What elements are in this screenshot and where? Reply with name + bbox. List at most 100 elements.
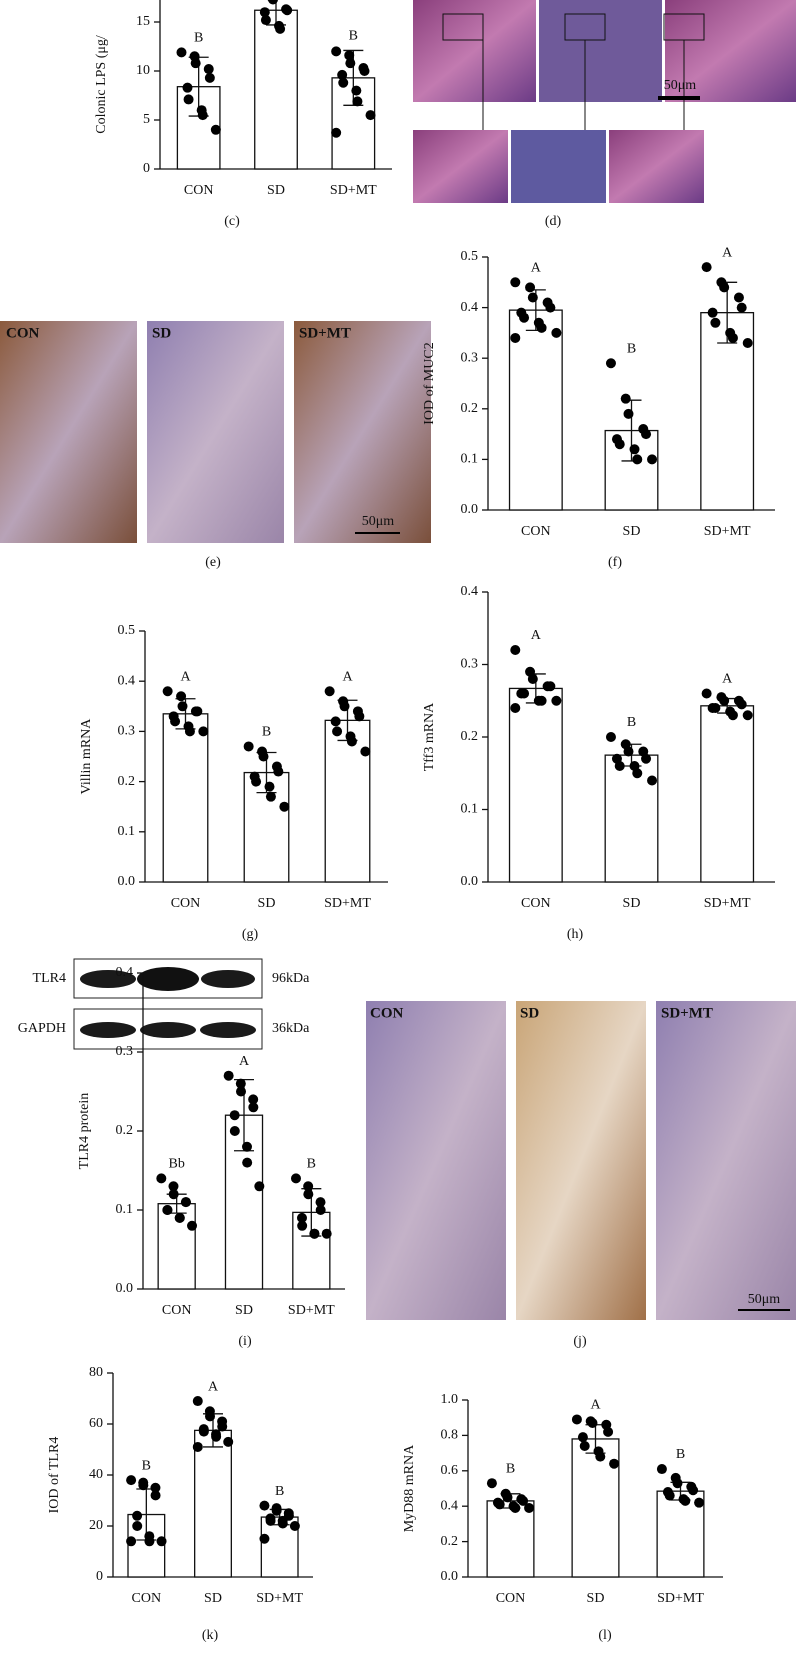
data-point [694,1497,705,1508]
data-point [192,1396,203,1407]
data-point [719,695,730,706]
data-point [273,766,284,777]
data-point [242,1157,253,1168]
data-point [494,1499,505,1510]
data-point [603,1426,614,1437]
data-point [736,302,747,313]
data-point [156,1173,167,1184]
data-point [545,302,556,313]
data-point [707,307,718,318]
data-point [229,1126,240,1136]
significance-letter: A [342,669,353,684]
x-tick-label: CON [132,1591,162,1606]
data-point [229,1110,240,1121]
data-point [290,1173,301,1184]
bar [508,687,563,883]
data-point [282,5,293,16]
data-point [688,1485,699,1496]
data-point [132,1521,143,1531]
data-point [742,338,753,349]
x-tick-label: SD+MT [657,1591,704,1606]
bar [700,705,755,883]
data-point [277,1518,288,1529]
x-tick-label: SD [267,183,285,198]
data-point [510,703,521,713]
data-point [727,332,738,343]
y-tick-label: 0.0 [118,874,136,889]
data-point [486,1478,497,1489]
data-point [315,1197,326,1208]
y-tick-label: 0.4 [118,673,136,688]
data-point [577,1432,588,1443]
data-point [297,1220,308,1231]
x-tick-label: SD [587,1591,605,1606]
data-point [623,408,634,419]
data-point [354,711,365,722]
data-point [235,1078,246,1089]
data-point [174,1212,185,1223]
data-point [197,110,208,121]
micrograph-e: CON SD SD+MT 50μm [0,321,431,543]
y-tick-label: 0.3 [461,350,479,365]
data-point [192,706,203,717]
data-point [359,66,370,76]
significance-letter: B [194,31,203,46]
data-point [258,751,269,762]
data-point [205,1411,215,1422]
data-point [519,312,530,323]
data-point [579,1441,590,1452]
panel-label: (l) [598,1628,612,1643]
significance-letter: B [349,29,358,44]
data-point [268,0,278,5]
micrograph-j: CON SD SD+MT 50μm [366,1001,796,1320]
bar [254,9,298,170]
data-point [656,1464,667,1475]
data-point [248,1102,259,1113]
significance-letter: A [208,1379,219,1394]
significance-letter: B [275,1484,284,1499]
data-point [620,393,631,404]
data-point [733,292,744,303]
y-tick-label: 0.4 [441,1498,459,1513]
data-point [168,1189,179,1200]
y-tick-label: 0.2 [461,729,479,744]
panel-label: (f) [608,555,622,570]
data-point [223,1070,234,1081]
data-point [510,277,521,288]
data-point [525,282,536,293]
data-point [187,1220,198,1231]
x-tick-label: SD+MT [704,896,751,911]
group-label: SD+MT [299,325,351,341]
data-point [330,716,341,727]
significance-letter: A [722,245,733,260]
data-point [641,429,652,440]
y-tick-label: 0.0 [461,874,479,889]
significance-letter: A [531,628,542,643]
x-tick-label: CON [162,1303,192,1318]
data-point [251,776,262,787]
data-point [183,94,194,105]
y-tick-label: 0 [96,1569,103,1584]
significance-letter: A [180,669,191,684]
x-tick-label: CON [184,183,214,198]
data-point [198,726,209,737]
data-point [345,58,356,69]
group-label: SD [152,325,171,341]
data-point [259,1533,270,1544]
data-point [331,46,342,57]
y-tick-label: 0 [143,161,150,176]
y-tick-label: 0.1 [116,1202,134,1217]
y-axis-label: MyD88 mRNA [402,1444,417,1532]
data-point [331,127,342,138]
y-tick-label: 0.0 [461,502,479,517]
y-tick-label: 0.1 [461,802,479,817]
y-tick-label: 0.6 [441,1463,459,1478]
data-point [248,1094,259,1105]
data-point [701,262,712,273]
x-tick-label: SD [204,1591,222,1606]
data-point [303,1181,314,1192]
data-point [510,1502,521,1513]
data-point [605,358,616,369]
data-point [519,688,530,699]
x-tick-label: SD [258,896,276,911]
